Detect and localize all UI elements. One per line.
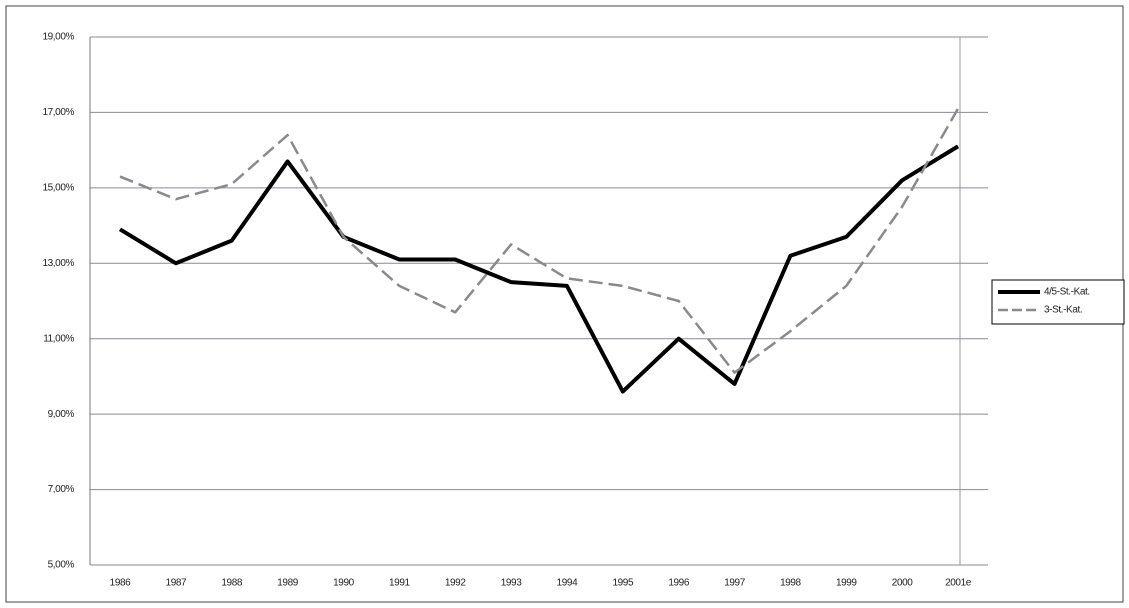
series-line [118, 144, 960, 394]
y-tick-label: 5,00% [48, 560, 75, 571]
x-tick-label: 1992 [445, 578, 466, 589]
x-tick-label: 2001e [945, 578, 972, 589]
y-tick-label: 15,00% [42, 182, 74, 193]
x-tick-label: 2000 [892, 578, 913, 589]
y-tick-label: 9,00% [48, 409, 75, 420]
x-tick-label: 1990 [333, 578, 354, 589]
x-tick-label: 1989 [277, 578, 298, 589]
legend-box [991, 279, 1125, 325]
chart-border [5, 5, 1124, 603]
x-tick-label: 1986 [110, 578, 131, 589]
y-tick-label: 17,00% [42, 107, 74, 118]
y-tick-label: 13,00% [42, 258, 74, 269]
x-tick-label: 1998 [780, 578, 801, 589]
x-tick-label: 1997 [724, 578, 745, 589]
y-tick-label: 7,00% [48, 484, 75, 495]
x-tick-label: 1988 [221, 578, 242, 589]
x-tick-label: 1996 [668, 578, 689, 589]
x-tick-label: 1995 [612, 578, 633, 589]
y-tick-label: 19,00% [42, 32, 74, 43]
x-tick-label: 1991 [389, 578, 410, 589]
x-tick-label: 1987 [166, 578, 187, 589]
y-tick-label: 11,00% [43, 333, 74, 344]
legend-label: 4/5-St.-Kat. [1044, 287, 1090, 298]
x-tick-label: 1994 [557, 578, 578, 589]
x-tick-label: 1999 [836, 578, 857, 589]
legend-label: 3-St.-Kat. [1044, 305, 1082, 316]
x-tick-label: 1993 [501, 578, 522, 589]
series-line [119, 108, 960, 374]
